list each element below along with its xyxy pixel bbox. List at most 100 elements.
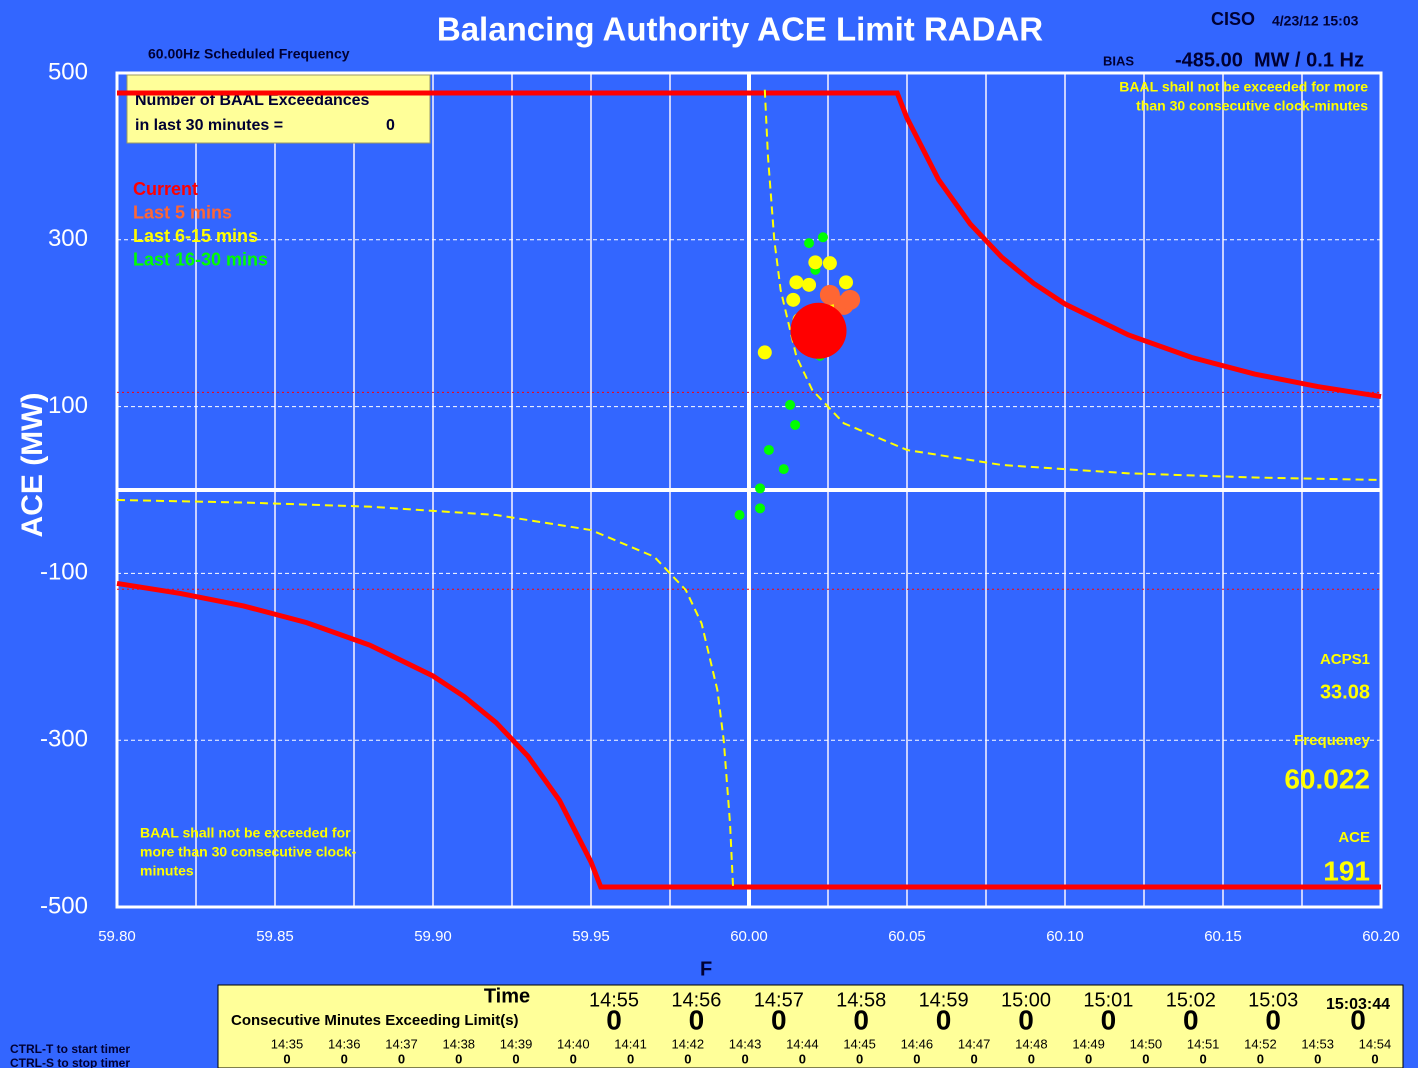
instruction: CTRL-T to start timer bbox=[10, 1042, 130, 1056]
legend-entry: Last 6-15 mins bbox=[133, 226, 258, 246]
bias-label: BIAS bbox=[1103, 53, 1134, 68]
history-count: 0 bbox=[1028, 1051, 1035, 1066]
minute-time: 15:01 bbox=[1083, 989, 1133, 1011]
y-tick-label: 300 bbox=[48, 225, 88, 252]
history-count: 0 bbox=[684, 1051, 691, 1066]
history-count: 0 bbox=[741, 1051, 748, 1066]
minute-time: 15:00 bbox=[1001, 989, 1051, 1011]
history-count: 0 bbox=[1142, 1051, 1149, 1066]
data-point bbox=[817, 232, 828, 243]
history-count: 0 bbox=[1200, 1051, 1207, 1066]
data-point bbox=[789, 275, 804, 290]
table-box bbox=[217, 984, 1404, 1068]
panel-frequency: 60.022 bbox=[1284, 763, 1370, 794]
current-count: 0 bbox=[1350, 1004, 1366, 1035]
y-tick-label: -100 bbox=[40, 559, 88, 586]
minute-time: 15:02 bbox=[1166, 989, 1216, 1011]
timestamp: 4/23/12 15:03 bbox=[1272, 13, 1359, 29]
x-tick-label: 60.05 bbox=[888, 928, 926, 945]
timer-table: Time Consecutive Minutes Exceeding Limit(… bbox=[217, 984, 1404, 1068]
current-time: 15:03:44 bbox=[1326, 996, 1390, 1013]
x-tick-label: 60.15 bbox=[1204, 928, 1242, 945]
minute-time: 14:55 bbox=[589, 989, 639, 1011]
history-count: 0 bbox=[1314, 1051, 1321, 1066]
data-point bbox=[734, 510, 745, 521]
exceedance-label: in last 30 minutes = bbox=[135, 117, 283, 134]
annotation: more than 30 consecutive clock- bbox=[140, 844, 357, 860]
minute-count: 0 bbox=[936, 1004, 952, 1035]
time-label: Time bbox=[484, 985, 530, 1007]
x-tick-label: 60.00 bbox=[730, 928, 768, 945]
history-count: 0 bbox=[512, 1051, 519, 1066]
history-count: 0 bbox=[1257, 1051, 1264, 1066]
minute-count: 0 bbox=[606, 1004, 622, 1035]
panel-acps1-label: ACPS1 bbox=[1320, 651, 1370, 668]
minute-time: 14:56 bbox=[671, 989, 721, 1011]
data-point bbox=[763, 444, 774, 455]
data-point bbox=[755, 503, 766, 514]
legend-entry: Last 5 mins bbox=[133, 202, 232, 222]
history-count: 0 bbox=[341, 1051, 348, 1066]
history-count: 0 bbox=[455, 1051, 462, 1066]
history-count: 0 bbox=[283, 1051, 290, 1066]
history-time: 14:42 bbox=[672, 1036, 705, 1051]
history-count: 0 bbox=[1371, 1051, 1378, 1066]
limit-curve bbox=[117, 90, 1382, 400]
history-count: 0 bbox=[627, 1051, 634, 1066]
history-count: 0 bbox=[799, 1051, 806, 1066]
data-point bbox=[757, 345, 772, 360]
legend-entry: Current bbox=[133, 179, 198, 199]
history-time: 14:38 bbox=[443, 1036, 476, 1051]
history-time: 14:47 bbox=[958, 1036, 991, 1051]
panel-ace: 191 bbox=[1323, 855, 1370, 886]
y-axis-label: ACE (MW) bbox=[16, 393, 49, 538]
minute-count: 0 bbox=[1018, 1004, 1034, 1035]
limit-curve bbox=[763, 89, 1382, 481]
x-axis-label: F bbox=[700, 958, 712, 980]
exceedance-label: Number of BAAL Exceedances bbox=[135, 92, 370, 109]
data-point bbox=[819, 284, 840, 305]
bias: -485.00 MW / 0.1 Hz bbox=[1175, 49, 1364, 71]
y-tick-label: 500 bbox=[48, 58, 88, 85]
history-time: 14:37 bbox=[385, 1036, 418, 1051]
data-point bbox=[822, 256, 837, 271]
annotation: BAAL shall not be exceeded for more bbox=[1119, 79, 1368, 95]
minute-count: 0 bbox=[853, 1004, 869, 1035]
history-time: 14:48 bbox=[1015, 1036, 1048, 1051]
history-time: 14:49 bbox=[1072, 1036, 1105, 1051]
history-time: 14:41 bbox=[614, 1036, 647, 1051]
history-count: 0 bbox=[570, 1051, 577, 1066]
history-time: 14:46 bbox=[901, 1036, 934, 1051]
data-point bbox=[790, 302, 847, 359]
limit-curve bbox=[116, 580, 1381, 890]
history-time: 14:36 bbox=[328, 1036, 361, 1051]
data-point bbox=[802, 277, 817, 292]
scheduled-frequency: 60.00Hz Scheduled Frequency bbox=[148, 46, 350, 62]
history-count: 0 bbox=[971, 1051, 978, 1066]
minute-count: 0 bbox=[1101, 1004, 1117, 1035]
instruction: CTRL-S to stop timer bbox=[10, 1056, 130, 1068]
history-time: 14:43 bbox=[729, 1036, 762, 1051]
minute-time: 14:59 bbox=[919, 989, 969, 1011]
data-point bbox=[804, 238, 815, 249]
annotation: than 30 consecutive clock-minutes bbox=[1136, 98, 1368, 114]
minute-count: 0 bbox=[1183, 1004, 1199, 1035]
data-point bbox=[840, 289, 861, 310]
history-count: 0 bbox=[398, 1051, 405, 1066]
x-tick-label: 60.10 bbox=[1046, 928, 1084, 945]
limit-curve bbox=[116, 499, 735, 891]
history-time: 14:53 bbox=[1301, 1036, 1334, 1051]
data-point bbox=[786, 292, 801, 307]
history-time: 14:40 bbox=[557, 1036, 590, 1051]
history-count: 0 bbox=[1085, 1051, 1092, 1066]
balancing-authority: CISO bbox=[1211, 9, 1255, 29]
minute-count: 0 bbox=[1265, 1004, 1281, 1035]
x-tick-label: 59.90 bbox=[414, 928, 452, 945]
y-tick-label: -500 bbox=[40, 892, 88, 919]
minute-time: 14:58 bbox=[836, 989, 886, 1011]
history-time: 14:44 bbox=[786, 1036, 819, 1051]
panel-acps1: 33.08 bbox=[1320, 681, 1370, 703]
annotation: minutes bbox=[140, 863, 194, 879]
history-time: 14:51 bbox=[1187, 1036, 1220, 1051]
